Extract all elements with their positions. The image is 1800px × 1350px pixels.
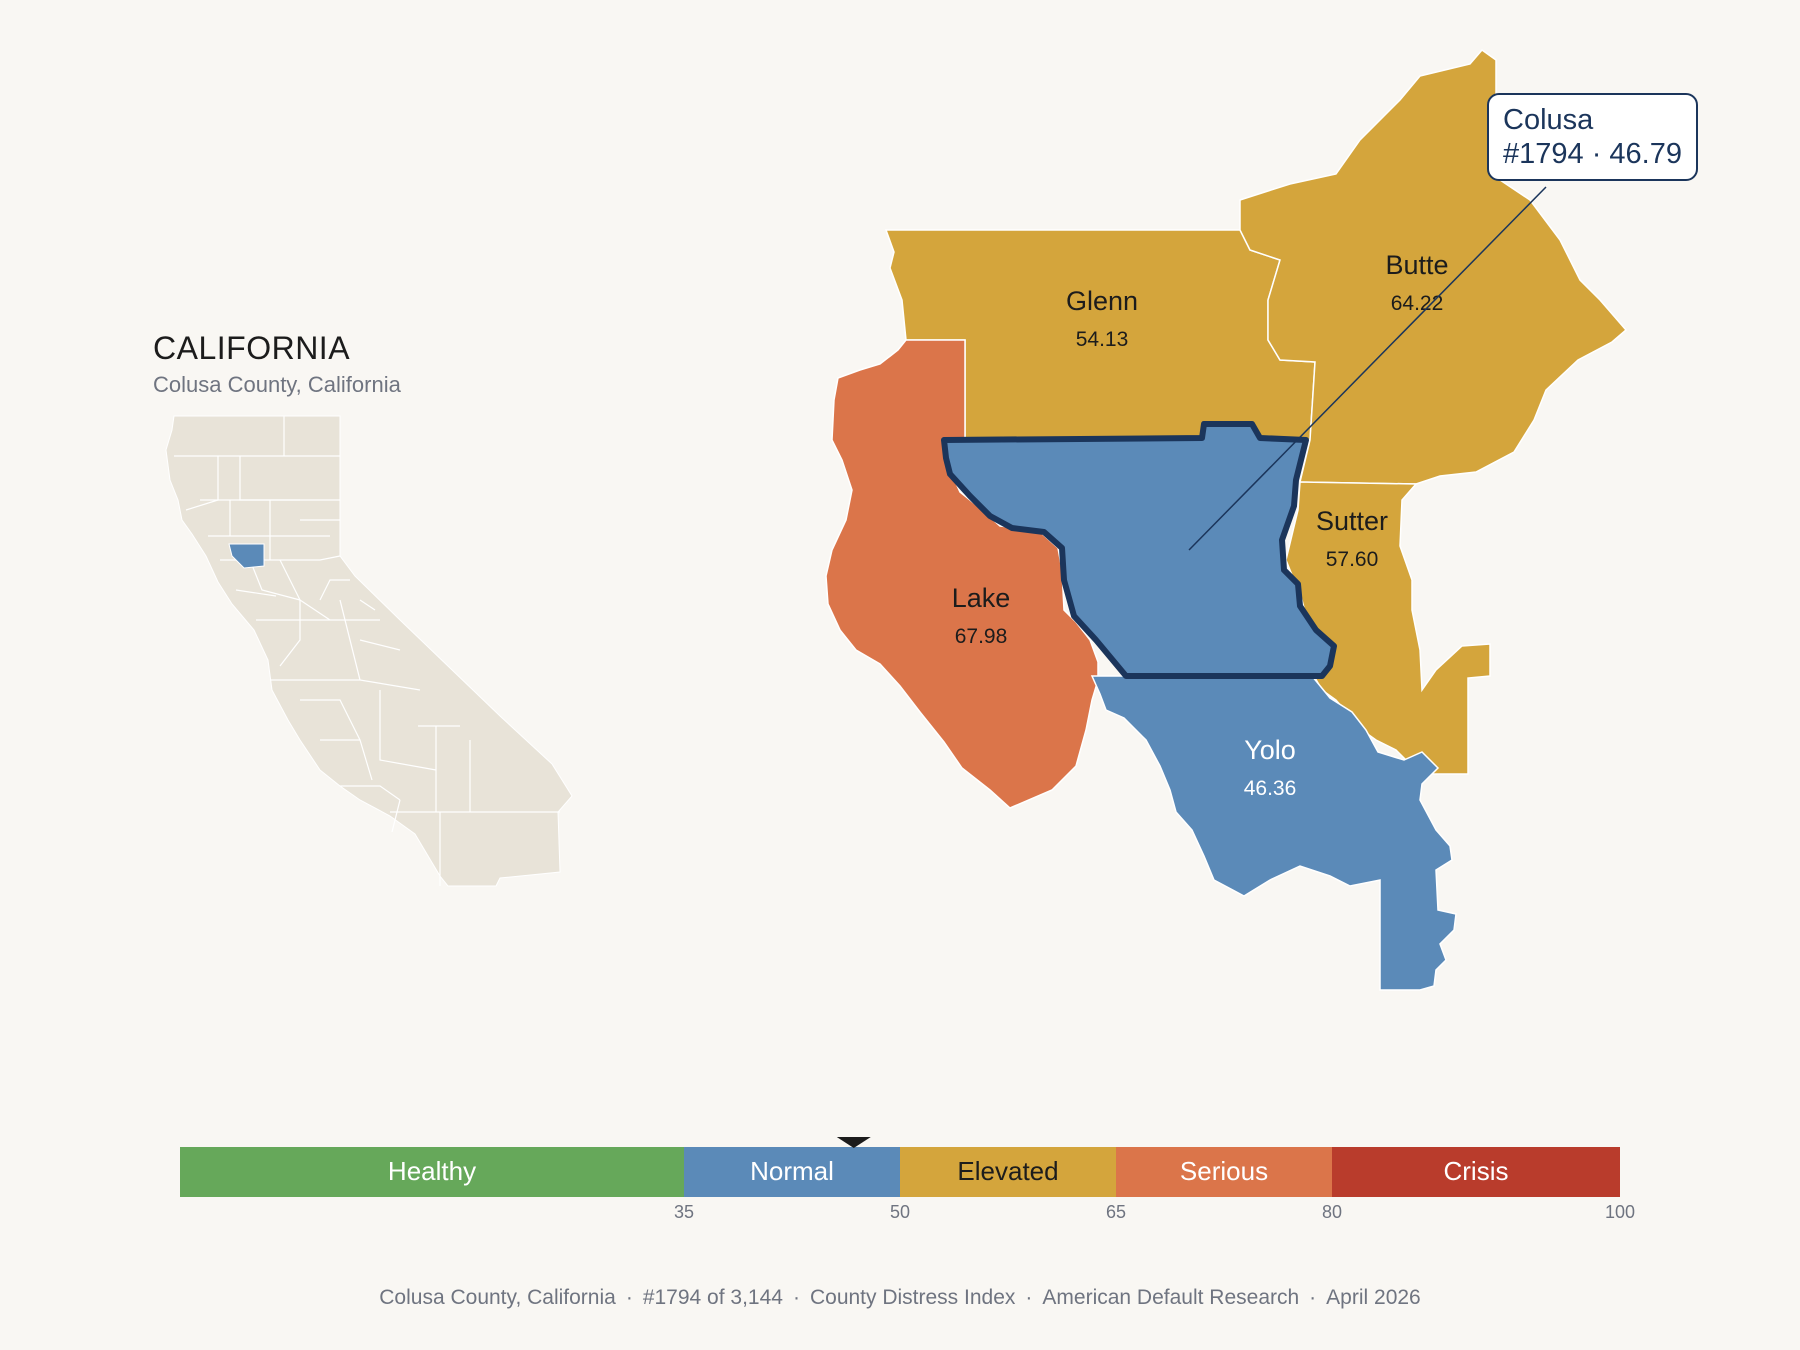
footer-item: April 2026 [1326,1286,1421,1309]
scale-bands: Healthy Normal Elevated Serious Crisis [180,1147,1620,1197]
scale-ticks: 35 50 65 80 100 [674,1202,1635,1222]
county-value-butte: 64.22 [1391,292,1444,315]
county-value-sutter: 57.60 [1326,548,1379,571]
county-colusa[interactable] [941,421,1337,679]
footer: Colusa County, California · #1794 of 3,144… [0,1286,1800,1310]
callout-leader-line [1188,186,1547,551]
footer-separator: · [1309,1286,1317,1309]
scale-band-elevated [900,1147,1116,1197]
county-boundaries [174,416,560,886]
footer-separator: · [1025,1286,1033,1309]
county-yolo[interactable] [1090,675,1457,991]
county-value-lake: 67.98 [955,625,1008,648]
scale-band-label-elevated: Elevated [957,1156,1058,1186]
scale-tick-100: 100 [1605,1202,1635,1222]
scale-band-label-serious: Serious [1180,1156,1268,1186]
county-value-yolo: 46.36 [1244,777,1297,800]
scale-tick-65: 65 [1106,1202,1126,1222]
distress-scale: Healthy Normal Elevated Serious Crisis 35 50 6… [180,1137,1635,1222]
scale-band-label-crisis: Crisis [1444,1156,1509,1186]
scale-band-normal [684,1147,900,1197]
callout-county-name: Colusa [1503,104,1594,136]
california-locator-map [165,415,573,887]
scale-band-healthy [180,1147,684,1197]
county-value-glenn: 54.13 [1076,328,1129,351]
county-labels: Glenn 54.13 Butte 64.22 Lake 67.98 Sutter 57.60… [952,250,1449,800]
scale-band-crisis [1332,1147,1620,1197]
county-shapes [825,48,1628,991]
county-butte[interactable] [1239,48,1628,485]
footer-item: County Distress Index [809,1286,1016,1309]
scale-tick-80: 80 [1322,1202,1342,1222]
scale-band-label-normal: Normal [750,1156,834,1186]
footer-separator: · [792,1286,800,1309]
scale-tick-35: 35 [674,1202,694,1222]
state-title: CALIFORNIA [153,330,351,366]
callout-rank-value: #1794 · 46.79 [1503,138,1682,170]
focus-county-callout: Colusa #1794 · 46.79 [1487,93,1698,181]
county-name-glenn: Glenn [1066,286,1138,316]
county-name-butte: Butte [1385,250,1448,280]
footer-item: #1794 of 3,144 [642,1286,783,1309]
scale-band-serious [1116,1147,1332,1197]
county-name-lake: Lake [952,583,1011,613]
footer-separator: · [625,1286,633,1309]
county-name-sutter: Sutter [1316,506,1388,536]
county-name-yolo: Yolo [1244,735,1296,765]
footer-item: American Default Research [1042,1286,1300,1309]
scale-tick-50: 50 [890,1202,910,1222]
county-map: Glenn 54.13 Butte 64.22 Lake 67.98 Sutter 57.60… [825,48,1628,991]
state-subtitle: Colusa County, California [153,372,401,397]
colusa-locator-highlight [228,543,265,569]
scale-marker-triangle [836,1137,871,1148]
footer-item: Colusa County, California [379,1286,616,1309]
scale-band-label-healthy: Healthy [388,1156,476,1186]
